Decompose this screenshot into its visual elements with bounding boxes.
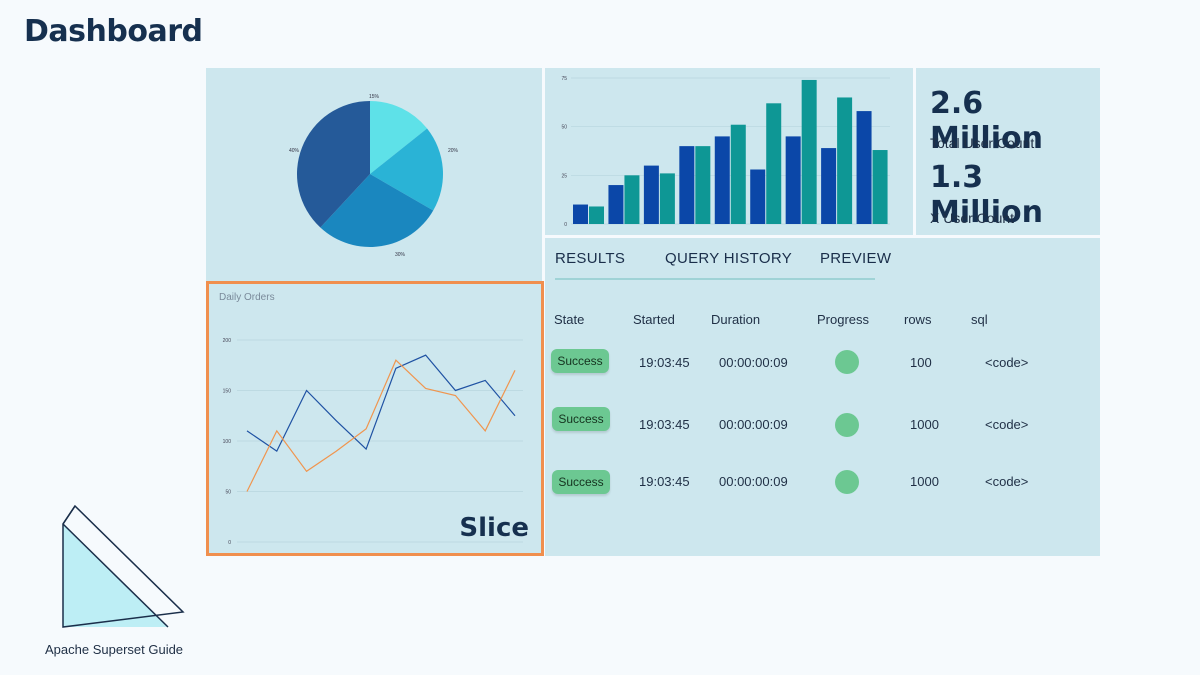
- slice-label: Slice: [459, 513, 529, 543]
- y-tick-label: 150: [223, 389, 232, 395]
- pie-slice-label: 20%: [448, 148, 459, 154]
- duration-cell: 00:00:00:09: [719, 474, 788, 489]
- status-badge: Success: [552, 407, 610, 431]
- bar-chart: 0 25 50 75: [561, 76, 890, 228]
- bar: [643, 165, 659, 224]
- rows-cell: 1000: [910, 474, 939, 489]
- column-header-sql: sql: [971, 312, 988, 327]
- bar: [785, 136, 801, 224]
- series-line-blue: [246, 354, 516, 452]
- total-user-count-value: 2.6 Million: [930, 86, 1043, 156]
- line-chart-title: Daily Orders: [219, 292, 275, 303]
- bar: [750, 169, 766, 224]
- y-tick-label: 0: [564, 222, 567, 228]
- y-tick-label: 25: [561, 173, 567, 179]
- bar: [624, 175, 640, 224]
- total-user-count-label: Total User Count: [930, 135, 1035, 151]
- y-tick-label: 200: [223, 338, 232, 344]
- pie-slice: [320, 174, 434, 247]
- bar-chart-panel[interactable]: 0 25 50 75: [545, 68, 913, 235]
- duration-cell: 00:00:00:09: [719, 417, 788, 432]
- started-cell: 19:03:45: [639, 474, 690, 489]
- y-tick-label: 50: [225, 490, 231, 496]
- progress-indicator: [835, 413, 859, 437]
- bar: [695, 146, 711, 224]
- tab-results[interactable]: RESULTS: [555, 250, 626, 267]
- x-user-count-label: X User Count: [930, 210, 1015, 226]
- bar: [766, 103, 782, 224]
- sql-cell[interactable]: <code>: [985, 417, 1029, 432]
- bar: [730, 124, 746, 224]
- tab-preview[interactable]: PREVIEW: [820, 250, 892, 267]
- bar: [589, 206, 604, 224]
- column-header-progress: Progress: [817, 312, 870, 327]
- y-tick-label: 75: [561, 76, 567, 82]
- bar: [714, 136, 730, 224]
- bar: [821, 148, 837, 224]
- bar: [608, 185, 624, 224]
- column-header-started: Started: [633, 312, 675, 327]
- pie-chart-panel[interactable]: 15% 20% 30% 40%: [206, 68, 542, 281]
- sql-cell[interactable]: <code>: [985, 355, 1029, 370]
- bar: [801, 79, 817, 224]
- tab-query-history[interactable]: QUERY HISTORY: [665, 250, 792, 267]
- tab-bar: RESULTS QUERY HISTORY PREVIEW: [555, 250, 891, 280]
- started-cell: 19:03:45: [639, 355, 690, 370]
- status-badge: Success: [552, 470, 610, 494]
- page-title: Dashboard: [24, 14, 203, 49]
- pie-slice-label: 15%: [369, 94, 380, 100]
- pie-slice: [370, 101, 428, 174]
- bar: [856, 111, 872, 224]
- y-tick-label: 100: [223, 439, 232, 445]
- bar: [872, 150, 888, 224]
- bar: [679, 146, 695, 224]
- pie-chart: 15% 20% 30% 40%: [289, 94, 459, 258]
- bar: [837, 97, 853, 224]
- rows-cell: 100: [910, 355, 932, 370]
- pie-slice-label: 30%: [395, 252, 406, 258]
- column-header-state: State: [554, 312, 585, 327]
- kpi-panel[interactable]: 2.6 Million Total User Count 1.3 Million…: [916, 68, 1100, 235]
- pie-slice: [297, 101, 370, 228]
- duration-cell: 00:00:00:09: [719, 355, 788, 370]
- sql-cell[interactable]: <code>: [985, 474, 1029, 489]
- rows-cell: 1000: [910, 417, 939, 432]
- slice-panel[interactable]: Daily Orders 0 50 100 150 200 Slice: [206, 281, 544, 556]
- progress-indicator: [835, 350, 859, 374]
- y-tick-label: 0: [228, 540, 231, 546]
- bar: [573, 204, 588, 224]
- x-user-count-value: 1.3 Million: [930, 160, 1043, 230]
- series-line-orange: [246, 359, 516, 492]
- pie-slice-label: 40%: [289, 148, 300, 154]
- line-chart: 0 50 100 150 200: [223, 338, 523, 546]
- footer-label: Apache Superset Guide: [45, 642, 184, 657]
- started-cell: 19:03:45: [639, 417, 690, 432]
- status-badge: Success: [551, 349, 609, 373]
- superset-logo-icon: [62, 504, 185, 628]
- results-panel: RESULTS QUERY HISTORY PREVIEW State Star…: [545, 238, 1100, 556]
- column-header-rows: rows: [904, 312, 932, 327]
- pie-slice: [370, 128, 443, 211]
- progress-indicator: [835, 470, 859, 494]
- column-header-duration: Duration: [711, 312, 761, 327]
- bar: [659, 173, 675, 224]
- y-tick-label: 50: [561, 125, 567, 131]
